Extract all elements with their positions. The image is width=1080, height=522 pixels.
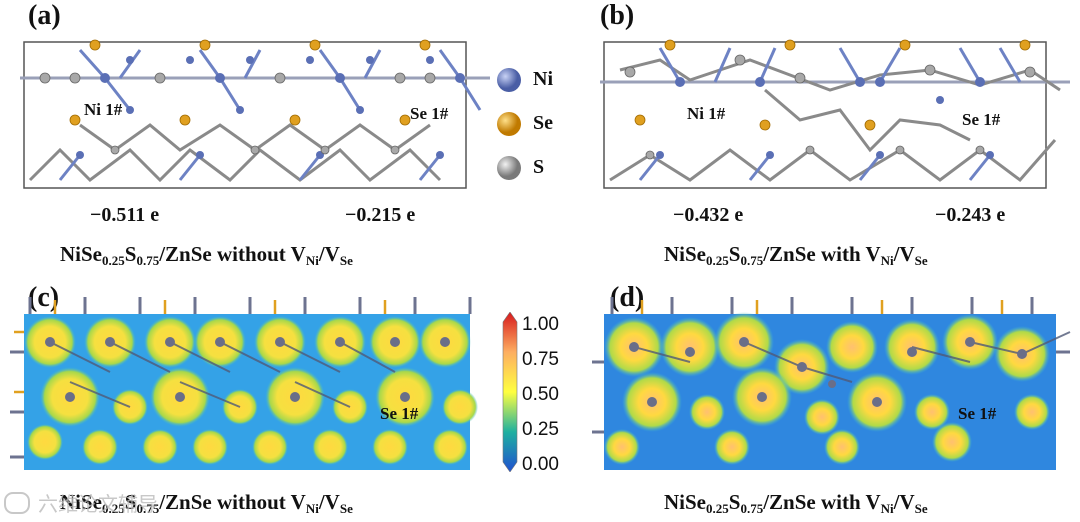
watermark-logo-icon: [4, 491, 30, 514]
panel-c-atom-label-se: Se 1#: [380, 404, 419, 423]
legend-label-ni: Ni: [533, 68, 553, 90]
panel-a-label: (a): [28, 0, 61, 31]
s-atom-icon: [497, 156, 521, 180]
colorbar-tick-025: 0.25: [522, 419, 559, 440]
panel-a-atom-label-se: Se 1#: [410, 104, 449, 123]
panel-d-elf-map: [592, 297, 1071, 470]
colorbar-tick-05: 0.50: [522, 384, 559, 405]
legend-label-se: Se: [533, 112, 553, 134]
legend-item-se: Se: [495, 106, 575, 150]
watermark: 六维论文辅导: [4, 488, 158, 517]
panel-a-charge-se: −0.215 e: [345, 204, 416, 226]
panel-d-atom-label-se: Se 1#: [958, 404, 997, 423]
panel-b-structure: [600, 39, 1070, 189]
panel-a-structure: [20, 39, 490, 189]
legend-label-s: S: [533, 156, 545, 178]
colorbar-tick-1: 1.00: [522, 314, 559, 335]
caption-bottom-right: NiSe0.25S0.75/ZnSe with VNi/VSe: [664, 490, 928, 516]
panel-a-charge-ni: −0.511 e: [90, 204, 160, 226]
panel-b-atom-label-ni: Ni 1#: [687, 104, 726, 123]
panel-c-elf-map: [10, 297, 478, 470]
caption-top-left: NiSe0.25S0.75/ZnSe without VNi/VSe: [60, 242, 353, 268]
caption-bottom-left: NiSe0.25S0.75/ZnSe without VNi/VSe: [60, 490, 353, 516]
colorbar-tick-075: 0.75: [522, 349, 559, 370]
colorbar-gradient: [502, 312, 518, 472]
panel-b-charge-ni: −0.432 e: [673, 204, 744, 226]
panel-b-atom-label-se: Se 1#: [962, 110, 1001, 129]
legend-item-ni: Ni: [495, 62, 575, 106]
panel-a-atom-label-ni: Ni 1#: [84, 100, 123, 119]
ni-atom-icon: [497, 68, 521, 92]
panel-b-charge-se: −0.243 e: [935, 204, 1006, 226]
caption-top-right: NiSe0.25S0.75/ZnSe with VNi/VSe: [664, 242, 928, 268]
colorbar: 1.00 0.75 0.50 0.25 0.00: [500, 312, 580, 475]
se-atom-icon: [497, 112, 521, 136]
colorbar-tick-0: 0.00: [522, 454, 559, 475]
legend-item-s: S: [495, 150, 575, 194]
element-legend: Ni Se S: [495, 62, 575, 194]
watermark-text: 六维论文辅导: [38, 494, 158, 516]
panel-d-label: (d): [610, 282, 645, 313]
panel-b-label: (b): [600, 0, 635, 31]
